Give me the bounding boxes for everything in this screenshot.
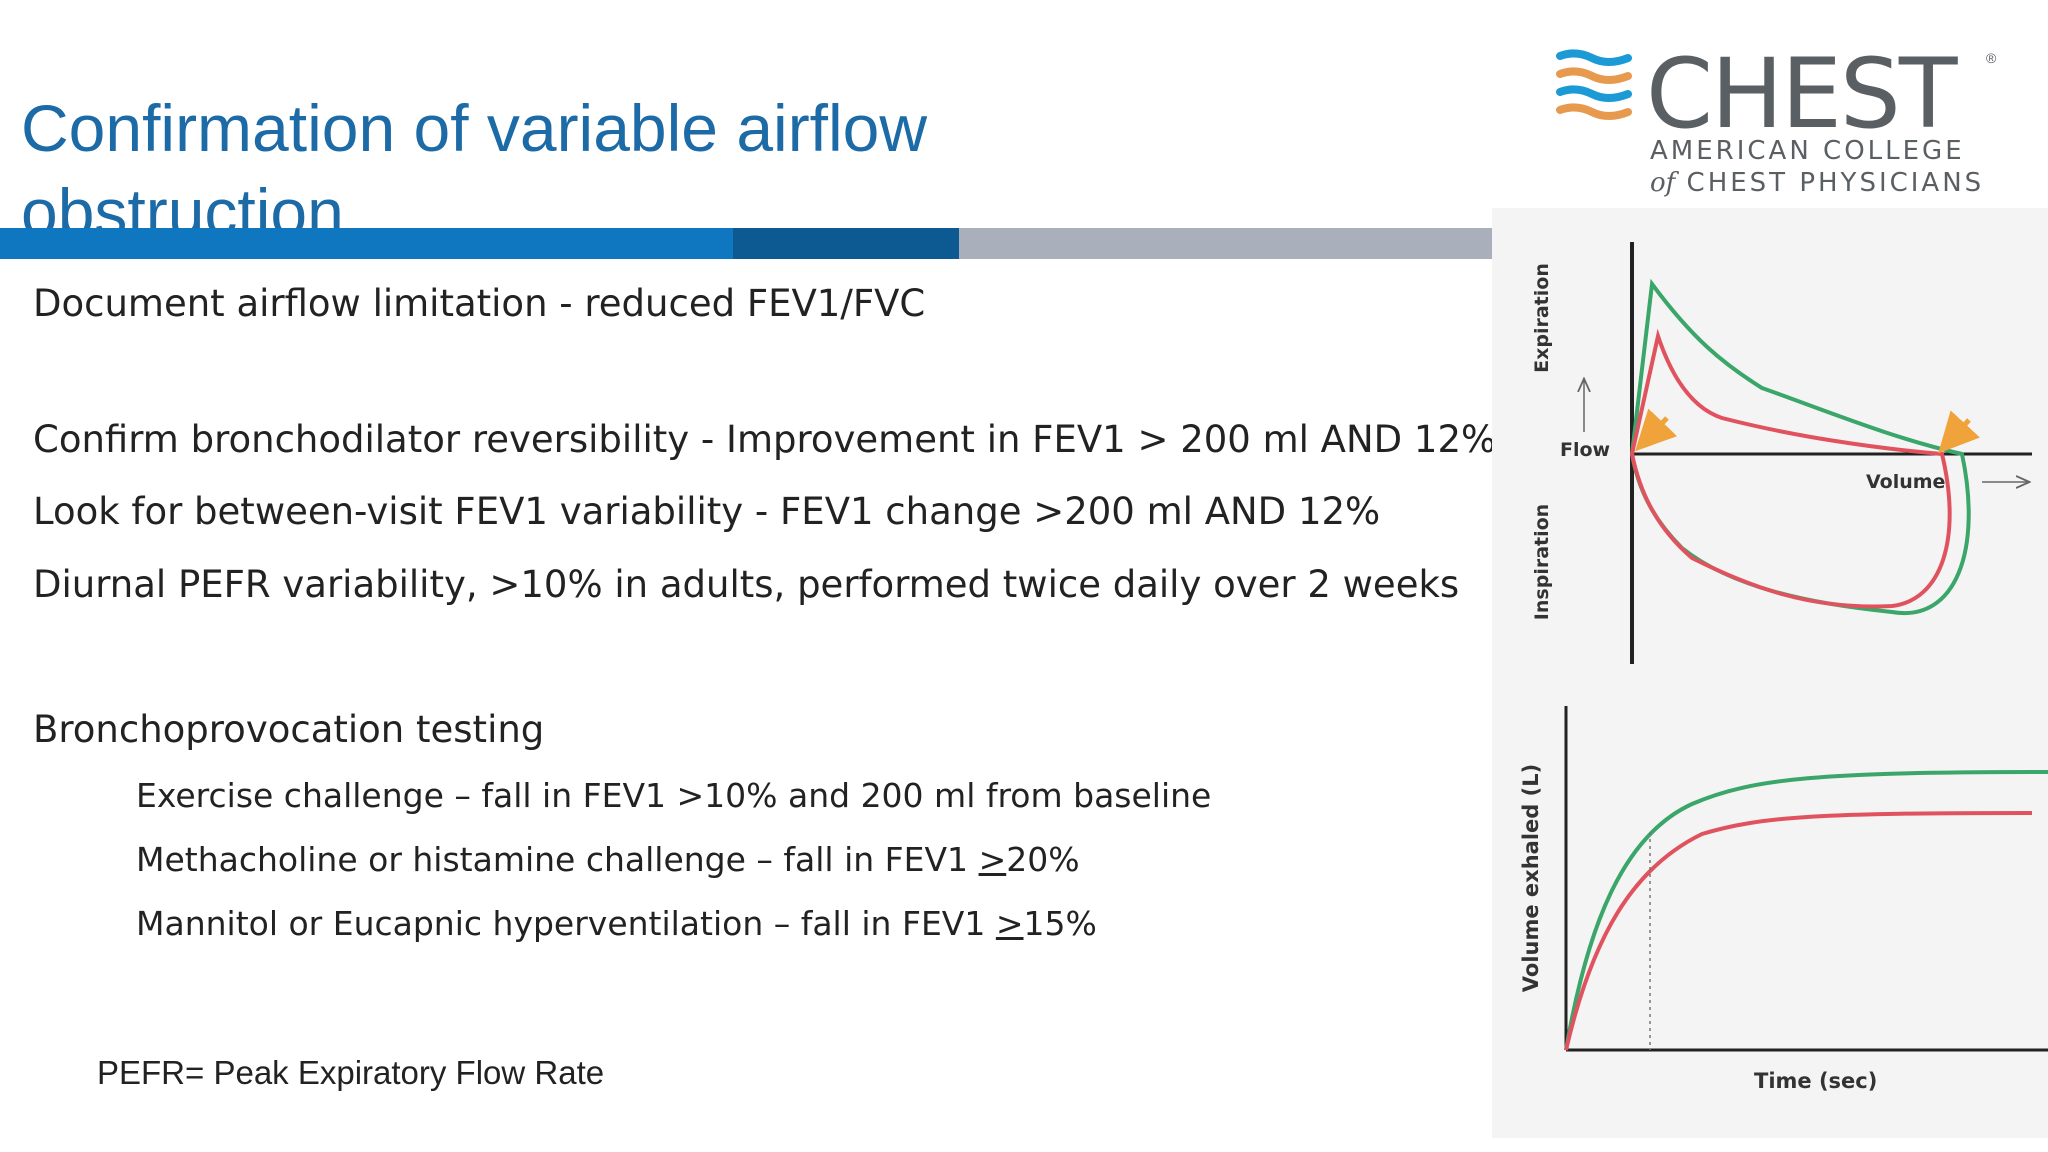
time-axis-label: Time (sec)	[1754, 1069, 1877, 1093]
logo-subtitle-line2-rest: CHEST PHYSICIANS	[1675, 168, 1985, 198]
bullet-between-visit-variability: Look for between-visit FEV1 variability …	[33, 490, 1381, 533]
bullet-diurnal-pefr: Diurnal PEFR variability, >10% in adults…	[33, 563, 1460, 606]
sub-bullet-methacholine: Methacholine or histamine challenge – fa…	[136, 840, 1080, 880]
volume-time-green-curve	[1564, 770, 2048, 1051]
inspiration-label: Inspiration	[1531, 504, 1553, 620]
methacholine-gte-sign: >	[978, 840, 1007, 879]
spirometry-figure-svg: Flow Volume Expiration Inspiration Time …	[1519, 242, 2048, 1093]
mannitol-text: Mannitol or Eucapnic hyperventilation – …	[136, 904, 996, 943]
sub-bullet-exercise: Exercise challenge – fall in FEV1 >10% a…	[136, 776, 1212, 815]
volume-label: Volume	[1866, 471, 1945, 493]
title-underline-gray	[959, 228, 1492, 259]
logo-subtitle-line2: of CHEST PHYSICIANS	[1650, 168, 1984, 198]
mannitol-gte-sign: >	[995, 904, 1024, 943]
bullet-document-airflow: Document airflow limitation - reduced FE…	[33, 282, 926, 325]
flow-volume-red-curve	[1629, 328, 1952, 609]
bullet-bronchodilator-reversibility: Confirm bronchodilator reversibility - I…	[33, 418, 1497, 461]
slide-title: Confirmation of variable airflow obstruc…	[21, 91, 928, 249]
volume-exhaled-label: Volume exhaled (L)	[1519, 764, 1543, 992]
mannitol-value: 15%	[1023, 904, 1097, 943]
chest-logo-mark-icon	[1556, 49, 1632, 120]
sub-bullet-mannitol: Mannitol or Eucapnic hyperventilation – …	[136, 904, 1097, 944]
pef-arrow-icon	[1635, 408, 1678, 452]
bullet-bronchoprovocation: Bronchoprovocation testing	[33, 708, 545, 751]
chest-logo: CHEST ® AMERICAN COLLEGE of CHEST PHYSIC…	[1556, 44, 1996, 200]
logo-wordmark: CHEST	[1646, 38, 1957, 150]
fvc-arrow-icon	[1938, 410, 1981, 454]
methacholine-text: Methacholine or histamine challenge – fa…	[136, 840, 979, 879]
flow-label: Flow	[1560, 439, 1610, 461]
flow-volume-loop: Flow Volume Expiration Inspiration	[1531, 242, 2032, 664]
footnote-pefr-definition: PEFR= Peak Expiratory Flow Rate	[97, 1054, 605, 1091]
flow-volume-green-curve	[1629, 278, 1971, 616]
methacholine-value: 20%	[1006, 840, 1080, 879]
logo-of: of	[1650, 168, 1676, 198]
spirometry-figure: Flow Volume Expiration Inspiration Time …	[1492, 208, 2048, 1138]
volume-time-curve: Time (sec) Volume exhaled (L)	[1519, 706, 2048, 1093]
logo-registered-mark: ®	[1986, 50, 1997, 66]
title-underline-dark-blue	[733, 228, 959, 259]
volume-time-red-curve	[1564, 811, 2033, 1051]
title-underline-blue	[0, 228, 733, 259]
expiration-label: Expiration	[1531, 263, 1553, 373]
logo-subtitle-line1: AMERICAN COLLEGE	[1650, 136, 1965, 166]
